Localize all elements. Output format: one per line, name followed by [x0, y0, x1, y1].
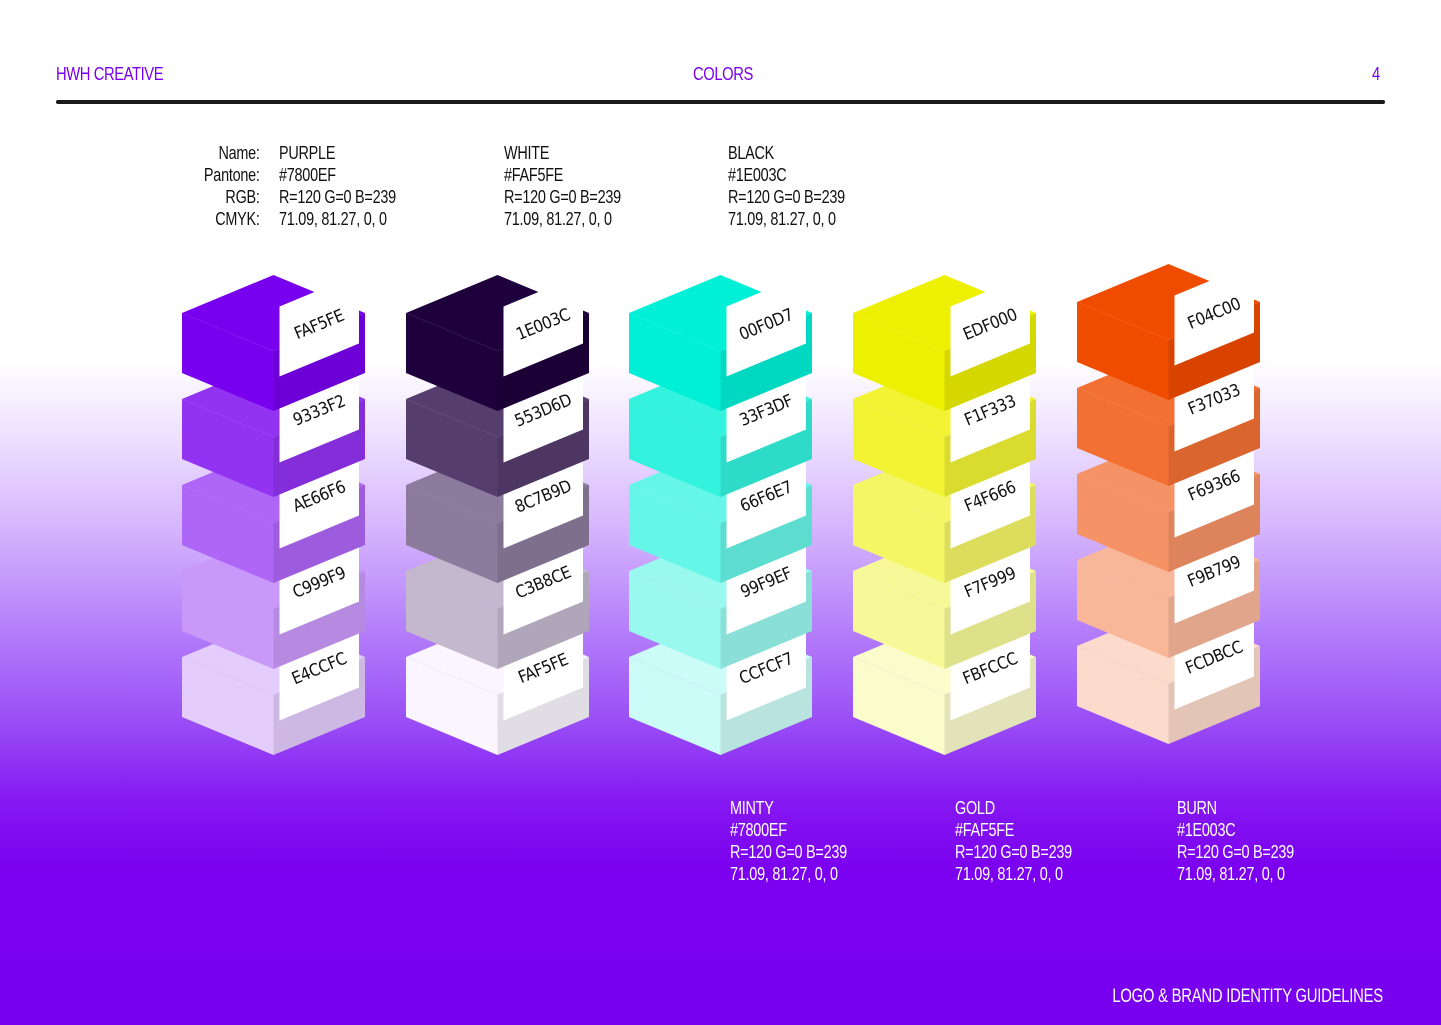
header-divider: [56, 100, 1385, 104]
spec-rgb: R=120 G=0 B=239: [728, 187, 845, 207]
cmyk-label: CMYK:: [215, 209, 261, 229]
spec-name: GOLD: [955, 798, 995, 818]
swatch-cube: EDF000: [853, 273, 1036, 411]
swatch-cube: 1E003C: [406, 273, 589, 411]
spec-name: BURN: [1177, 798, 1217, 818]
spec-pantone: #1E003C: [728, 165, 787, 185]
footer-title: LOGO & BRAND IDENTITY GUIDELINES: [1112, 986, 1383, 1007]
spec-rgb: R=120 G=0 B=239: [955, 842, 1072, 862]
spec-rgb: R=120 G=0 B=239: [730, 842, 847, 862]
spec-minty: MINTY #7800EF R=120 G=0 B=239 71.09, 81.…: [730, 797, 847, 885]
swatch-label-card: [1174, 262, 1254, 366]
rgb-label: RGB:: [225, 187, 260, 207]
swatch-cube: F04C00: [1077, 262, 1260, 400]
spec-cmyk: 71.09, 81.27, 0, 0: [955, 864, 1063, 884]
spec-rgb: R=120 G=0 B=239: [504, 187, 621, 207]
spec-pantone: #1E003C: [1177, 820, 1236, 840]
swatch-label-card: [726, 273, 806, 377]
spec-pantone: #7800EF: [730, 820, 787, 840]
spec-burn: BURN #1E003C R=120 G=0 B=239 71.09, 81.2…: [1177, 797, 1294, 885]
spec-name: PURPLE: [279, 143, 336, 163]
spec-rgb: R=120 G=0 B=239: [1177, 842, 1294, 862]
swatch-label-card: [950, 273, 1030, 377]
spec-name: WHITE: [504, 143, 550, 163]
section-title: COLORS: [693, 64, 753, 84]
spec-cmyk: 71.09, 81.27, 0, 0: [728, 209, 836, 229]
spec-white: WHITE #FAF5FE R=120 G=0 B=239 71.09, 81.…: [504, 142, 621, 230]
name-label: Name:: [218, 143, 260, 163]
spec-rgb: R=120 G=0 B=239: [279, 187, 396, 207]
spec-name: MINTY: [730, 798, 774, 818]
spec-pantone: #FAF5FE: [955, 820, 1015, 840]
swatch-label-card: [503, 273, 583, 377]
swatch-cube: 00F0D7: [629, 273, 812, 411]
pantone-label: Pantone:: [204, 165, 260, 185]
spec-name: BLACK: [728, 143, 775, 163]
spec-pantone: #7800EF: [279, 165, 336, 185]
spec-cmyk: 71.09, 81.27, 0, 0: [504, 209, 612, 229]
spec-pantone: #FAF5FE: [504, 165, 564, 185]
spec-black: BLACK #1E003C R=120 G=0 B=239 71.09, 81.…: [728, 142, 845, 230]
spec-cmyk: 71.09, 81.27, 0, 0: [279, 209, 387, 229]
spec-labels: Name: Pantone: RGB: CMYK:: [204, 142, 260, 230]
spec-cmyk: 71.09, 81.27, 0, 0: [730, 864, 838, 884]
spec-gold: GOLD #FAF5FE R=120 G=0 B=239 71.09, 81.2…: [955, 797, 1072, 885]
page-number: 4: [1372, 64, 1380, 84]
brand-name: HWH CREATIVE: [56, 64, 164, 84]
spec-purple: PURPLE #7800EF R=120 G=0 B=239 71.09, 81…: [279, 142, 396, 230]
swatch-cube: FAF5FE: [182, 273, 365, 411]
spec-cmyk: 71.09, 81.27, 0, 0: [1177, 864, 1285, 884]
swatch-label-card: [279, 273, 359, 377]
